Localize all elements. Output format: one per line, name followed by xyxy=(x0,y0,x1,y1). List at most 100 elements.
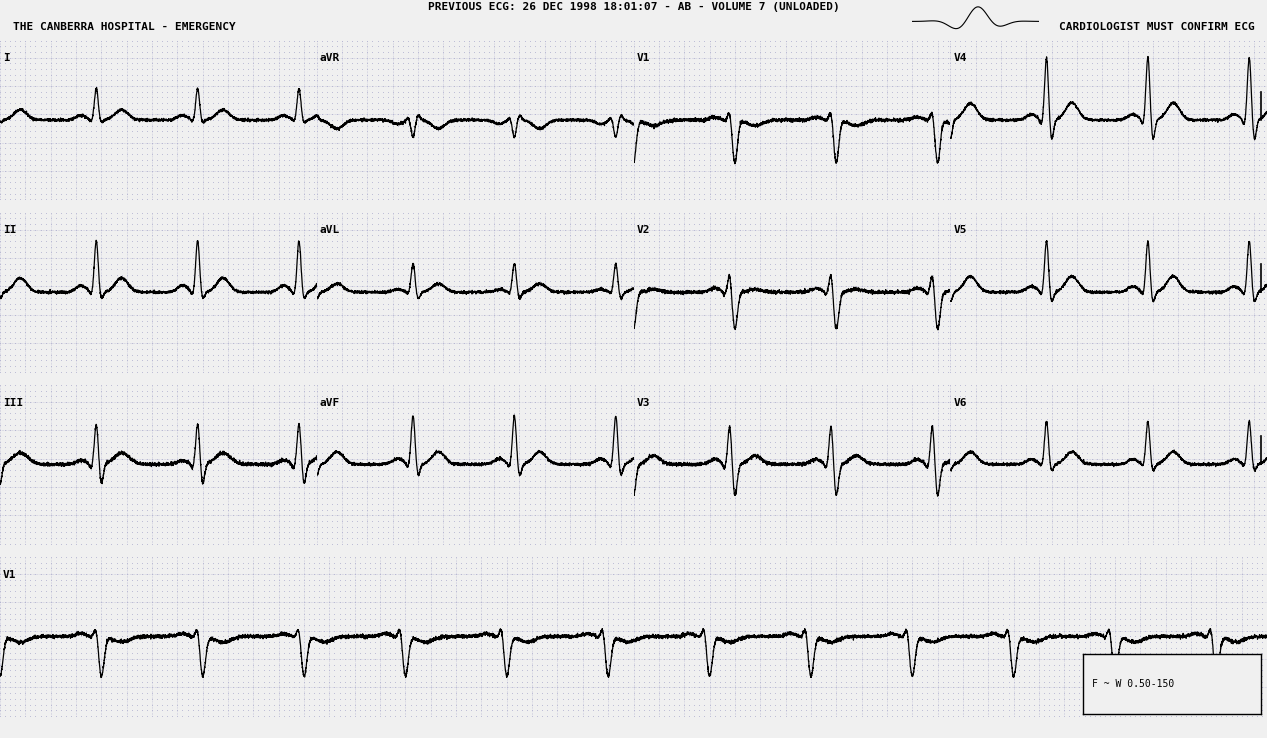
Point xyxy=(469,131,489,143)
Point xyxy=(96,230,117,241)
Point xyxy=(811,354,831,366)
Point xyxy=(750,309,770,321)
Point xyxy=(1079,596,1100,608)
Point xyxy=(147,418,167,430)
Point xyxy=(1057,538,1077,550)
Point xyxy=(378,396,398,408)
Point xyxy=(611,384,631,396)
Point xyxy=(1194,92,1214,103)
Point xyxy=(611,52,631,63)
Point xyxy=(317,504,337,516)
Point xyxy=(294,263,314,275)
Point xyxy=(5,193,25,205)
Point xyxy=(892,148,912,160)
Point xyxy=(1204,430,1224,442)
Point xyxy=(846,526,867,538)
Point xyxy=(856,682,877,694)
Point xyxy=(525,218,545,230)
Point xyxy=(304,670,324,682)
Point xyxy=(182,447,203,459)
Point xyxy=(552,670,573,682)
Point xyxy=(274,159,294,171)
Point xyxy=(360,676,380,688)
Point xyxy=(996,343,1016,355)
Point xyxy=(0,275,15,286)
Point xyxy=(378,63,398,75)
Point xyxy=(950,469,971,481)
Point xyxy=(433,337,454,349)
Point xyxy=(765,120,786,131)
Point xyxy=(264,213,284,224)
Point xyxy=(1057,314,1077,326)
Point xyxy=(1239,171,1259,183)
Point xyxy=(1102,69,1123,80)
Point xyxy=(725,159,745,171)
Point xyxy=(644,224,664,235)
Point xyxy=(601,441,621,453)
Point xyxy=(15,365,35,377)
Point xyxy=(1036,269,1057,281)
Point xyxy=(540,230,560,241)
Point xyxy=(933,504,953,516)
Point xyxy=(950,286,971,298)
Point xyxy=(253,348,274,360)
Point xyxy=(791,131,811,143)
Point xyxy=(177,207,198,218)
Point xyxy=(649,619,669,631)
Point xyxy=(715,596,735,608)
Point xyxy=(988,579,1009,591)
Point xyxy=(304,630,324,642)
Point xyxy=(433,384,454,396)
Point xyxy=(1011,390,1031,402)
Point xyxy=(362,280,383,292)
Point xyxy=(560,41,580,52)
Point xyxy=(684,407,704,419)
Point xyxy=(1229,526,1249,538)
Point xyxy=(456,619,476,631)
Point xyxy=(851,246,872,258)
Point xyxy=(623,509,644,521)
Point xyxy=(887,579,907,591)
Point xyxy=(152,413,172,425)
Point xyxy=(575,246,595,258)
Point xyxy=(760,182,780,194)
Point xyxy=(1021,41,1041,52)
Point xyxy=(258,69,279,80)
Point xyxy=(96,458,117,470)
Point xyxy=(867,75,887,86)
Point xyxy=(623,407,644,419)
Point xyxy=(639,80,659,92)
Point xyxy=(342,58,362,69)
Point xyxy=(20,481,41,493)
Point xyxy=(902,498,922,510)
Point xyxy=(441,647,461,659)
Point xyxy=(393,137,413,148)
Point xyxy=(659,120,679,131)
Point xyxy=(352,263,372,275)
Point xyxy=(46,619,66,631)
Point xyxy=(1188,92,1209,103)
Point xyxy=(704,309,725,321)
Point xyxy=(532,562,552,574)
Point xyxy=(704,171,725,183)
Point xyxy=(565,286,585,298)
Point xyxy=(1026,464,1047,476)
Point xyxy=(509,69,530,80)
Point xyxy=(568,591,588,603)
Point xyxy=(1052,365,1072,377)
Point xyxy=(1168,213,1188,224)
Point xyxy=(223,337,243,349)
Point xyxy=(213,653,233,665)
Point xyxy=(1138,418,1158,430)
Point xyxy=(122,526,142,538)
Point xyxy=(519,137,540,148)
Point xyxy=(307,292,327,304)
Point xyxy=(1199,292,1219,304)
Point xyxy=(76,704,96,716)
Point xyxy=(106,97,127,109)
Point xyxy=(471,676,492,688)
Point xyxy=(674,230,694,241)
Point xyxy=(1123,97,1143,109)
Point xyxy=(142,556,162,568)
Point xyxy=(393,52,413,63)
